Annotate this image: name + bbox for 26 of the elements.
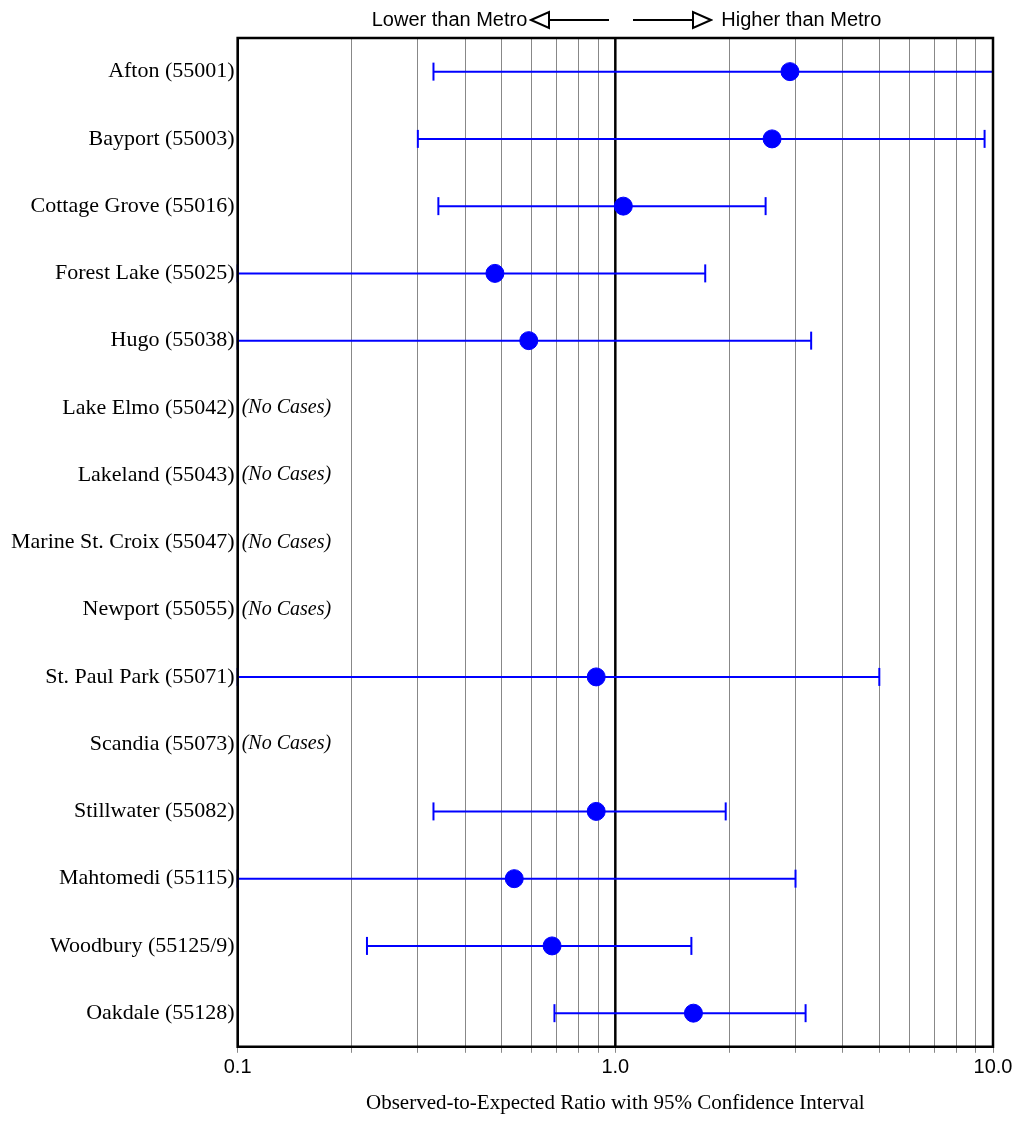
y-tick-label: Forest Lake (55025) (55, 259, 235, 285)
annotation: (No Cases) (241, 529, 332, 553)
y-tick-label: Woodbury (55125/9) (50, 931, 235, 957)
y-tick-label: Stillwater (55082) (73, 797, 235, 823)
y-tick-label: Afton (55001) (108, 57, 235, 83)
y-tick-label: Newport (55055) (82, 595, 235, 621)
y-tick-label: Lake Elmo (55042) (62, 393, 235, 419)
x-tick-label: 10.0 (973, 1055, 1013, 1078)
y-tick-label: Lakeland (55043) (77, 460, 235, 486)
y-tick-label: Cottage Grove (55016) (30, 191, 235, 217)
text: Higher than Metro (721, 8, 882, 31)
y-tick-label: Oakdale (55128) (86, 998, 235, 1024)
x-tick-label: 0.1 (223, 1055, 252, 1078)
annotation: (No Cases) (241, 596, 332, 620)
text: Lower than Metro (371, 8, 528, 31)
y-tick-label: Bayport (55003) (88, 124, 235, 150)
x-tick-label: 1.0 (601, 1055, 630, 1078)
annotation: (No Cases) (241, 462, 332, 486)
y-tick-label: Hugo (55038) (110, 326, 235, 352)
annotation: (No Cases) (241, 731, 332, 755)
annotation: (No Cases) (241, 395, 332, 419)
y-tick-label: Mahtomedi (55115) (58, 864, 235, 890)
x-axis-title: Observed-to-Expected Ratio with 95% Confidence Interval (366, 1089, 865, 1114)
y-tick-label: Scandia (55073) (89, 729, 235, 755)
y-tick-label: St. Paul Park (55071) (45, 662, 235, 688)
y-tick-label: Marine St. Croix (55047) (10, 528, 235, 554)
